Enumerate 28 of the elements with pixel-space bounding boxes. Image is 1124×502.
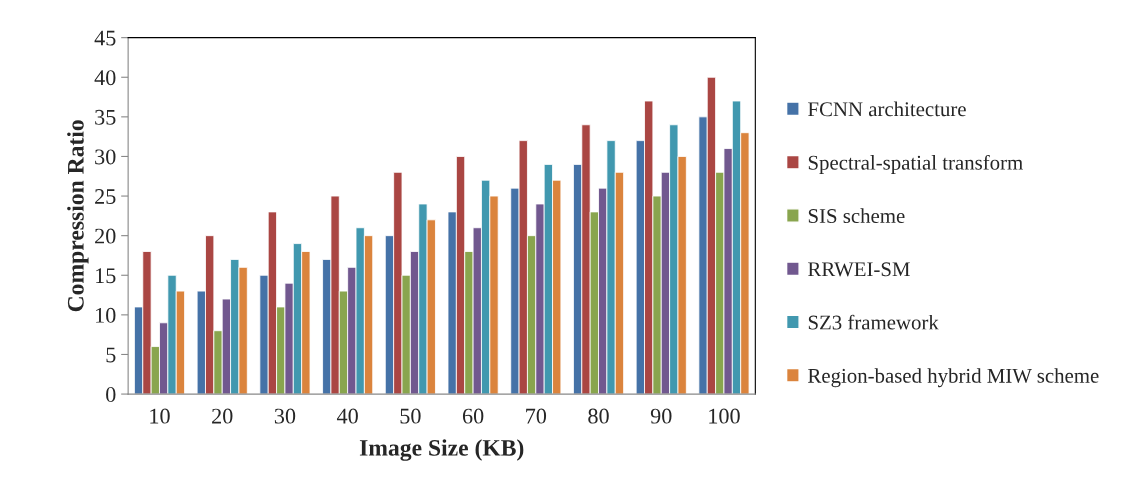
y-tick-label: 10 xyxy=(96,307,116,323)
y-axis-title: Compression Ratio xyxy=(67,120,89,312)
x-tick-label: 50 xyxy=(400,408,421,424)
y-tick-label: 15 xyxy=(96,268,116,284)
legend-label: FCNN architecture xyxy=(808,101,966,117)
y-tick-label: 40 xyxy=(94,70,116,86)
x-tick-label: 60 xyxy=(462,408,484,424)
x-tick-label: 10 xyxy=(150,408,170,424)
x-axis-title: Image Size (KB) xyxy=(359,439,524,461)
y-tick-label: 45 xyxy=(94,30,116,46)
x-tick-label: 40 xyxy=(336,408,358,424)
y-tick-label: 5 xyxy=(106,347,116,363)
legend-label: SZ3 framework xyxy=(808,314,939,330)
y-tick-label: 0 xyxy=(106,387,116,402)
x-tick-label: 20 xyxy=(212,408,233,424)
x-tick-label: 30 xyxy=(274,408,296,424)
x-tick-label: 90 xyxy=(650,408,672,424)
x-tick-label: 100 xyxy=(709,408,740,424)
y-tick-label: 20 xyxy=(95,228,116,244)
legend-label: Region-based hybrid MIW scheme xyxy=(808,368,1099,388)
legend-label: SIS scheme xyxy=(808,208,905,224)
legend-label: RRWEI-SM xyxy=(808,262,910,277)
x-tick-label: 80 xyxy=(588,408,609,424)
y-tick-label: 25 xyxy=(95,189,116,204)
x-tick-label: 70 xyxy=(526,408,547,424)
y-tick-label: 30 xyxy=(95,149,116,165)
y-tick-label: 35 xyxy=(95,109,116,125)
legend-label: Spectral-spatial transform xyxy=(808,154,1023,174)
